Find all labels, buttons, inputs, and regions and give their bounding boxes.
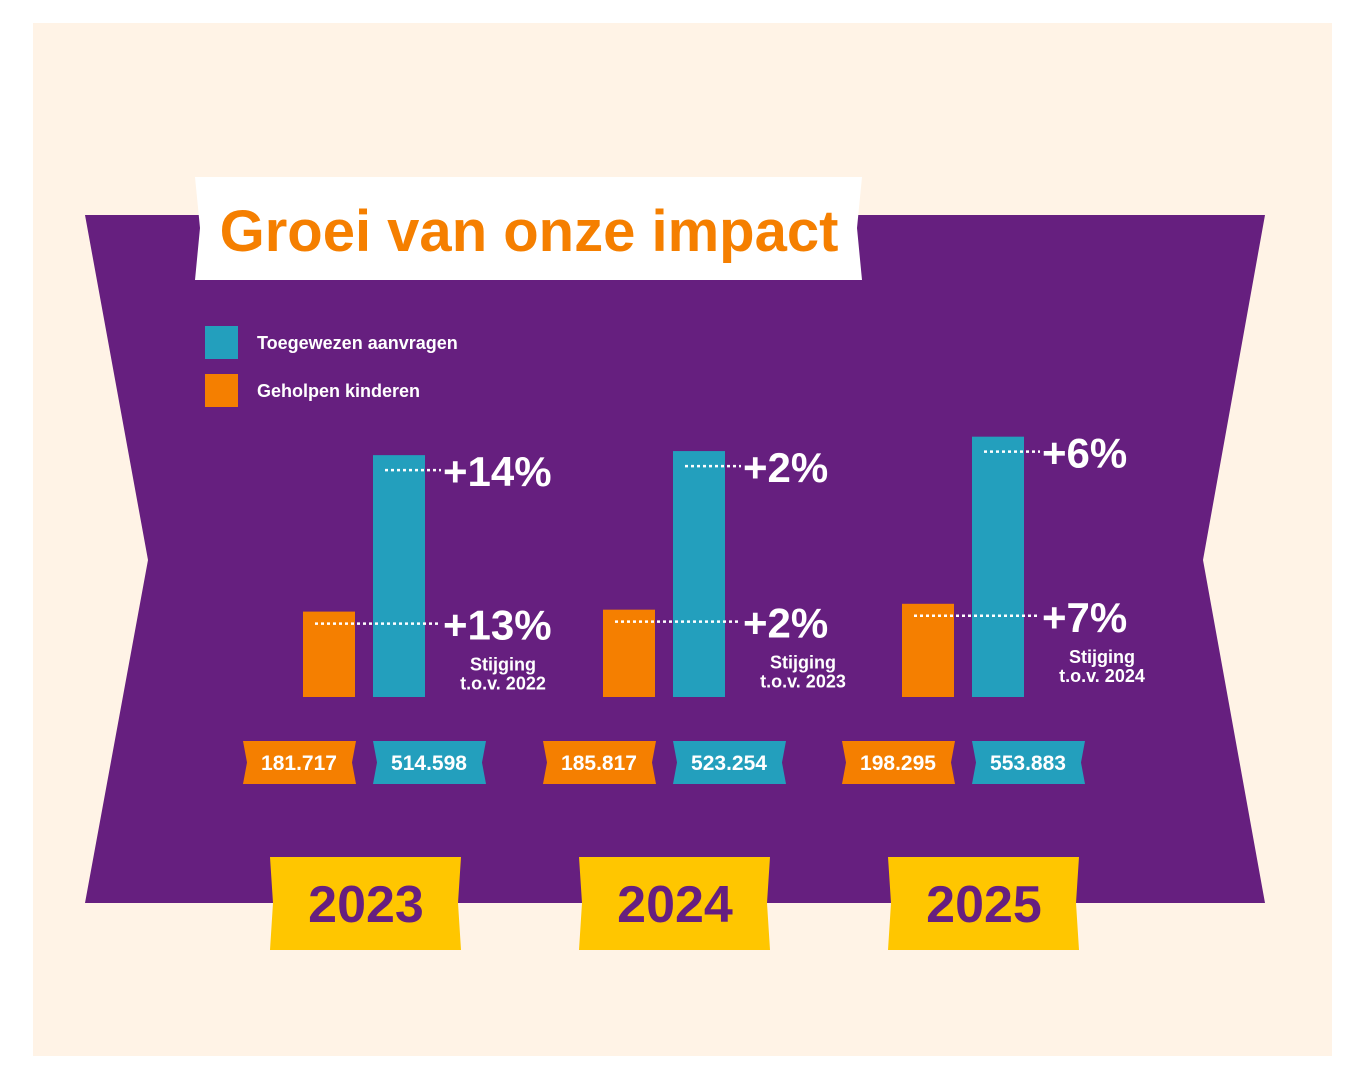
- growth-label-geholpen: +7%: [1042, 594, 1127, 641]
- bar-toegewezen-2023: [373, 455, 425, 697]
- growth-caption: Stijging: [770, 653, 836, 673]
- value-ribbon-geholpen: [842, 741, 955, 784]
- year-label: 2023: [308, 876, 424, 934]
- year-banner-2024: [579, 857, 770, 950]
- year-banner-2023: [270, 857, 461, 950]
- growth-label-geholpen: +13%: [443, 602, 552, 649]
- growth-reference: t.o.v. 2022: [460, 674, 546, 694]
- value-ribbon-toegewezen: [972, 741, 1085, 784]
- legend-label-orange: Geholpen kinderen: [257, 381, 420, 401]
- growth-reference: t.o.v. 2024: [1059, 666, 1145, 686]
- legend-swatch-orange: [205, 374, 238, 407]
- growth-label-toegewezen: +2%: [743, 444, 828, 491]
- legend-swatch-teal: [205, 326, 238, 359]
- growth-label-toegewezen: +14%: [443, 448, 552, 495]
- growth-label-toegewezen: +6%: [1042, 430, 1127, 477]
- value-label-geholpen: 198.295: [860, 752, 936, 775]
- value-label-toegewezen: 553.883: [990, 752, 1066, 775]
- title-banner: [195, 177, 862, 280]
- chart-title: Groei van onze impact: [220, 199, 839, 264]
- bar-geholpen-2024: [603, 609, 655, 697]
- growth-label-geholpen: +2%: [743, 600, 828, 647]
- bar-toegewezen-2024: [673, 451, 725, 697]
- year-banner-2025: [888, 857, 1079, 950]
- value-ribbon-toegewezen: [373, 741, 486, 784]
- bar-geholpen-2025: [902, 603, 954, 697]
- growth-caption: Stijging: [470, 655, 536, 675]
- growth-caption: Stijging: [1069, 647, 1135, 667]
- value-ribbon-geholpen: [243, 741, 356, 784]
- bar-geholpen-2023: [303, 611, 355, 697]
- value-ribbon-toegewezen: [673, 741, 786, 784]
- value-label-geholpen: 185.817: [561, 752, 637, 775]
- year-label: 2025: [926, 876, 1042, 934]
- value-label-geholpen: 181.717: [261, 752, 337, 775]
- bar-toegewezen-2025: [972, 436, 1024, 697]
- value-label-toegewezen: 514.598: [391, 752, 467, 775]
- value-ribbon-geholpen: [543, 741, 656, 784]
- growth-reference: t.o.v. 2023: [760, 672, 846, 692]
- value-label-toegewezen: 523.254: [691, 752, 767, 775]
- year-label: 2024: [617, 876, 733, 934]
- legend-label-teal: Toegewezen aanvragen: [257, 333, 458, 353]
